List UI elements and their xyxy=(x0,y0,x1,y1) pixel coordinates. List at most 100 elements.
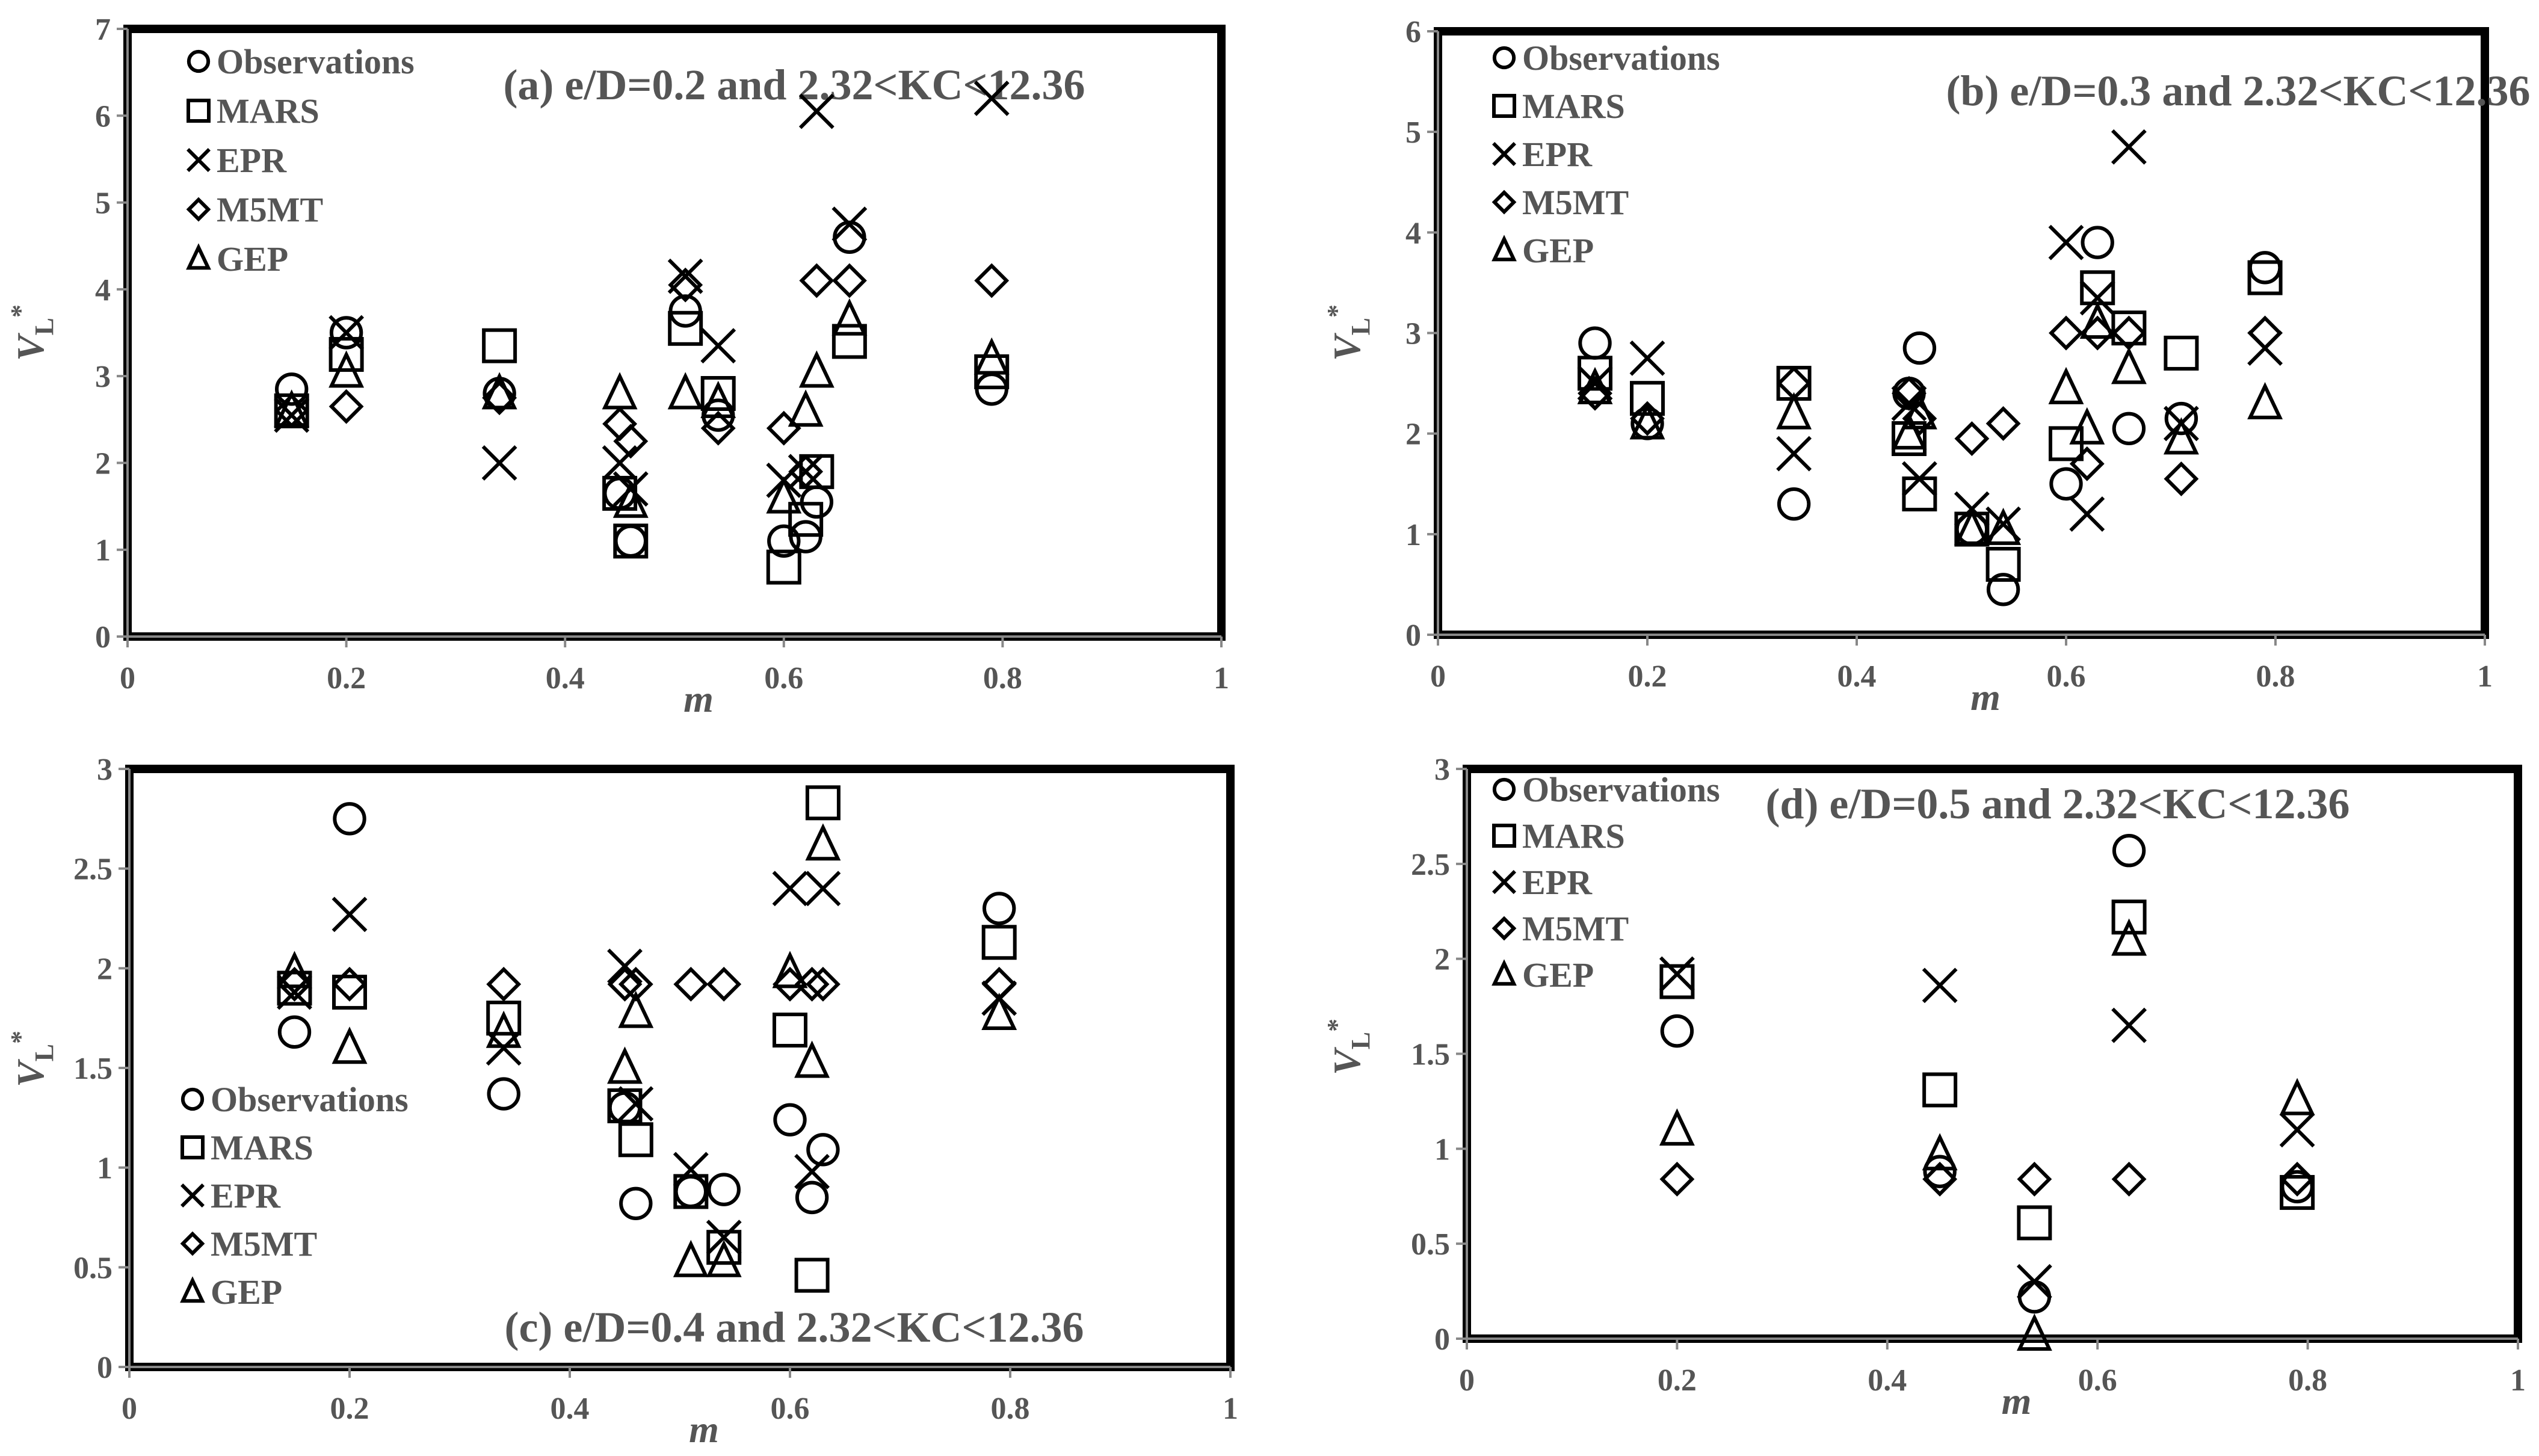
data-point xyxy=(614,524,647,558)
data-point xyxy=(794,1040,830,1078)
data-point xyxy=(487,1077,520,1111)
legend-label: MARS xyxy=(1522,816,1625,856)
data-point xyxy=(2081,226,2114,259)
y-tick-label: 4 xyxy=(1405,216,1421,250)
data-point xyxy=(1891,412,1927,450)
series-observations xyxy=(1660,834,2314,1314)
legend-marker xyxy=(180,1183,205,1208)
y-tick-label: 6 xyxy=(1405,15,1421,49)
legend-label: M5MT xyxy=(1522,183,1629,222)
data-point xyxy=(981,992,1017,1030)
data-point xyxy=(706,1230,742,1265)
series-mars xyxy=(1659,899,2315,1241)
legend-label: EPR xyxy=(217,141,287,180)
legend-label: Observations xyxy=(211,1080,409,1119)
data-point xyxy=(1659,1108,1695,1146)
legend-label: EPR xyxy=(1522,863,1593,902)
legend-label: MARS xyxy=(1522,87,1625,126)
data-point xyxy=(1985,507,2022,545)
x-axis-label: m xyxy=(683,677,714,720)
panel-c: 0 0.5 1 1.5 2 2.5 3 0 0.2 0.4 0.6 0.8 1 m VL* (c) e/D=0… xyxy=(5,753,1238,1451)
legend: Observations MARS EPR M5MT GEP xyxy=(180,1080,409,1312)
data-point xyxy=(766,476,802,514)
x-tick-label: 0.2 xyxy=(1658,1363,1697,1398)
data-point xyxy=(1578,356,1612,391)
x-tick-label: 0.8 xyxy=(991,1392,1030,1426)
y-tick-label: 0 xyxy=(95,620,111,655)
data-point xyxy=(1922,967,1958,1004)
x-tick-label: 1 xyxy=(2510,1363,2526,1398)
data-point xyxy=(2016,1263,2052,1300)
legend-marker xyxy=(180,1135,205,1159)
y-tick-label: 2.5 xyxy=(1411,848,1450,882)
data-point xyxy=(486,966,522,1002)
data-point xyxy=(772,951,808,989)
data-point xyxy=(607,948,643,984)
panel-title: (d) e/D=0.5 and 2.32<KC<12.36 xyxy=(1765,780,2349,828)
data-point xyxy=(2163,417,2199,455)
data-point xyxy=(2279,1078,2315,1115)
data-point xyxy=(973,337,1010,375)
data-point xyxy=(613,523,649,559)
y-tick-label: 0.5 xyxy=(73,1251,113,1285)
legend-marker xyxy=(187,49,211,73)
data-point xyxy=(788,454,824,490)
data-point xyxy=(332,966,367,1002)
data-point xyxy=(1629,340,1665,376)
legend-label: Observations xyxy=(217,42,415,81)
data-point xyxy=(2248,251,2282,285)
legend-marker xyxy=(1492,870,1516,894)
panel-a: 0 1 2 3 4 5 6 7 0 0.2 0.4 0.6 0.8 1 m VL* (a) e/D=0.2 an… xyxy=(5,13,1229,720)
data-point xyxy=(332,975,367,1010)
data-point xyxy=(1922,1133,1958,1171)
data-point xyxy=(2111,347,2147,384)
data-point xyxy=(2111,899,2147,935)
data-point xyxy=(673,966,709,1002)
x-tick-label: 0.6 xyxy=(764,661,803,696)
data-point xyxy=(612,480,649,518)
x-tick-label: 0.6 xyxy=(2078,1363,2117,1398)
x-tick-label: 0.6 xyxy=(2047,659,2086,694)
data-point xyxy=(1923,1155,1957,1188)
series-mars xyxy=(274,310,1010,585)
data-point xyxy=(1985,546,2021,582)
data-point xyxy=(805,966,841,1002)
x-tick-label: 0.4 xyxy=(1837,659,1877,694)
data-point xyxy=(2111,1161,2147,1197)
data-point xyxy=(2279,1112,2315,1148)
data-point xyxy=(608,1091,642,1124)
data-point xyxy=(482,328,517,363)
legend-label: GEP xyxy=(217,239,288,279)
data-point xyxy=(1630,401,1665,436)
data-point xyxy=(1660,1014,1694,1048)
data-point xyxy=(1630,381,1665,416)
data-point xyxy=(333,802,366,836)
data-point xyxy=(1922,1072,1958,1108)
data-point xyxy=(2069,496,2105,532)
data-point xyxy=(1777,487,1811,521)
data-point xyxy=(773,1013,807,1048)
x-tick-label: 1 xyxy=(2477,659,2493,694)
y-tick-label: 1 xyxy=(95,534,111,568)
x-tick-label: 0.4 xyxy=(551,1392,590,1426)
x-tick-label: 0.2 xyxy=(1628,659,1667,694)
data-point xyxy=(767,524,801,558)
legend-label: GEP xyxy=(1522,955,1594,995)
legend-marker xyxy=(180,1231,205,1256)
series-gep xyxy=(1577,301,2283,545)
data-point xyxy=(673,1174,709,1209)
data-point xyxy=(788,502,824,537)
data-point xyxy=(2164,461,2199,496)
panel-b: 0 1 2 3 4 5 6 0 0.2 0.4 0.6 0.8 1 m VL* (b) e/D=0.3 and… xyxy=(1322,15,2531,718)
legend-label: Observations xyxy=(1522,39,1720,78)
x-tick-label: 0 xyxy=(120,661,135,696)
y-axis-label: VL* xyxy=(5,1031,59,1087)
legend: Observations MARS EPR M5MT GEP xyxy=(1492,39,1720,270)
data-point xyxy=(706,1239,742,1277)
y-tick-label: 0 xyxy=(1405,618,1421,653)
data-point xyxy=(2247,315,2283,351)
legend-label: M5MT xyxy=(217,190,323,229)
data-point xyxy=(667,372,703,410)
panel-title: (b) e/D=0.3 and 2.32<KC<12.36 xyxy=(1946,67,2530,115)
data-point xyxy=(329,389,364,424)
